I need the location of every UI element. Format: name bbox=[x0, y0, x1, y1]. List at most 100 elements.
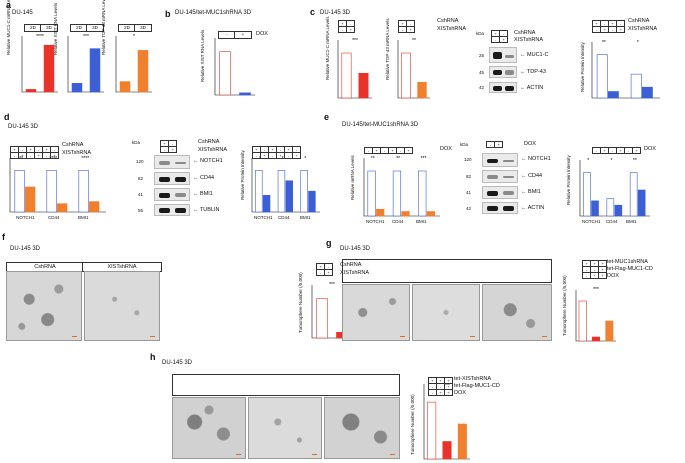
panel-c-title: DU-145 3D bbox=[320, 10, 351, 16]
axes-d2 bbox=[251, 158, 320, 213]
d1-gene-bmi1: BMI1 bbox=[78, 215, 89, 220]
d-prot-tublin: ← TUBLIN bbox=[193, 207, 220, 213]
c-blot-grid: + - - + bbox=[491, 30, 508, 43]
ylabel-g: Tumorsphere Number (/5,000) bbox=[562, 275, 567, 336]
bar-d-NOTCH1-0 bbox=[14, 170, 25, 213]
sig-g: *** bbox=[593, 287, 599, 293]
d-mw-41: 41 bbox=[138, 192, 144, 197]
g-row3: DOX bbox=[607, 273, 619, 279]
sig-d-0: * bbox=[259, 156, 261, 162]
blot-e-bmi1 bbox=[482, 186, 518, 199]
bar-c-XISTshRNA bbox=[417, 81, 427, 99]
a1-3d: 3D bbox=[40, 24, 58, 32]
chart-d-8: * * * bbox=[255, 156, 316, 213]
bar-h-2 bbox=[442, 441, 452, 460]
bar-b-+ bbox=[239, 92, 251, 96]
g-grid: + + + - - + - + + bbox=[582, 260, 607, 279]
e-mw-42: 42 bbox=[466, 206, 472, 211]
bar-a-2D bbox=[71, 83, 83, 93]
sig-e-1: ** bbox=[396, 156, 400, 162]
a3-3d: 3D bbox=[134, 24, 152, 32]
panel-letter-c: c bbox=[310, 7, 316, 17]
panel-g-title: DU-145 3D bbox=[340, 246, 371, 252]
h-row2: tet-Flag-MUC1-CD bbox=[454, 383, 500, 389]
bar-e-BMI1-1 bbox=[426, 211, 435, 217]
e-blot-grid: - + bbox=[486, 141, 503, 148]
d-csh: CshRNA bbox=[62, 142, 84, 148]
d1-gene-cd44: CD44 bbox=[48, 215, 60, 220]
ylabel-a3: Relative TDP-43 mRNA Levels bbox=[101, 0, 106, 55]
ylabel-c3: Relative Protein Intensity bbox=[580, 42, 585, 92]
c-mw-45: 45 bbox=[479, 70, 485, 75]
bar-b-- bbox=[219, 51, 231, 96]
c-prot-tdp43: ← TDP-43 bbox=[520, 69, 546, 75]
d-prot-bmi1: ← BMI1 bbox=[193, 191, 213, 197]
c-kda: kDa bbox=[476, 31, 485, 36]
sig-a: *** bbox=[83, 34, 89, 40]
bar-g-2 bbox=[592, 336, 600, 342]
panel-h-title: DU-145 3D bbox=[162, 360, 193, 366]
chart-a-0: **** bbox=[25, 34, 55, 93]
sig-d-2: **** bbox=[81, 156, 89, 162]
blot-d-bmi1 bbox=[154, 188, 190, 201]
blot-c-actin bbox=[489, 82, 517, 93]
bar-g-1 bbox=[578, 300, 587, 342]
axes-d1 bbox=[9, 158, 106, 213]
d-blot-grid: + - - + bbox=[160, 140, 177, 153]
panel-letter-a: a bbox=[6, 0, 12, 10]
chart-a-2: * bbox=[119, 34, 149, 93]
c-mw-25: 25 bbox=[479, 53, 485, 58]
chart-c-4: *** bbox=[341, 38, 369, 99]
blot-d-tublin bbox=[154, 204, 190, 216]
bar-c-MUC1-C-1 bbox=[607, 91, 619, 99]
bar-e-NOTCH1-1 bbox=[376, 208, 385, 217]
a2-3d: 3D bbox=[86, 24, 104, 32]
chart-a-1: *** bbox=[71, 34, 101, 93]
h-treatment-table bbox=[172, 374, 400, 396]
ylabel-a2: Relative XIST RNA Levels bbox=[53, 2, 58, 55]
sig-e-0: * bbox=[587, 158, 589, 164]
bar-e-BMI1-1 bbox=[637, 189, 646, 217]
d-prot-cd44: ← CD44 bbox=[193, 175, 215, 181]
bar-h-1 bbox=[427, 401, 437, 460]
c3-csh: CshRNA bbox=[628, 18, 650, 24]
ylabel-h: Tumorsphere Number (/5,000) bbox=[410, 394, 415, 455]
bar-c-XISTshRNA bbox=[358, 72, 369, 99]
panel-d-title: DU-145 3D bbox=[8, 124, 39, 130]
bar-c-TDP-43-0 bbox=[630, 73, 642, 99]
bar-c-MUC1-C-0 bbox=[596, 54, 608, 99]
d1-grid: + - + - + - - + - + - + bbox=[10, 146, 59, 159]
chart-c-5: ** bbox=[401, 38, 427, 99]
d2-grid: + - + - + - - + - + - + bbox=[252, 146, 301, 159]
chart-e-10: * * ** bbox=[583, 158, 646, 217]
f-micrograph-csh bbox=[6, 271, 82, 341]
d1-gene-notch1: NOTCH1 bbox=[16, 215, 35, 220]
ylabel-e1: Relative mRNA Levels bbox=[350, 155, 355, 200]
c-prot-actin: ← ACTIN bbox=[520, 85, 544, 91]
blot-d-cd44 bbox=[154, 172, 190, 185]
bar-h-3 bbox=[457, 423, 467, 460]
bar-e-CD44-0 bbox=[392, 170, 402, 217]
h-micrograph-2 bbox=[248, 397, 322, 459]
d2-gene-notch1: NOTCH1 bbox=[254, 215, 273, 220]
bar-d-CD44-0 bbox=[277, 170, 286, 213]
sig-a: * bbox=[133, 34, 135, 40]
e1-gene-cd44: CD44 bbox=[392, 219, 404, 224]
d2-gene-bmi1: BMI1 bbox=[300, 215, 311, 220]
h-grid: + + + - - + - + + bbox=[428, 377, 453, 396]
sig-e-2: ** bbox=[633, 158, 637, 164]
sig-f: *** bbox=[329, 282, 335, 288]
sig-e-0: ** bbox=[371, 156, 375, 162]
ylabel-d2: Relative Protein Intensity bbox=[240, 150, 245, 200]
e-mw-41: 41 bbox=[466, 190, 472, 195]
blot-d-notch1 bbox=[154, 155, 190, 169]
sig-c: *** bbox=[352, 38, 358, 44]
chart-c-6: ** * bbox=[596, 40, 653, 99]
axes-g bbox=[575, 290, 616, 342]
bar-e-NOTCH1-0 bbox=[367, 170, 376, 217]
g-micrograph-2 bbox=[412, 284, 480, 341]
bar-c-TDP-43-1 bbox=[641, 86, 653, 99]
e-kda: kDa bbox=[460, 142, 469, 147]
c-mw-42: 42 bbox=[479, 85, 485, 90]
ylabel-c1: Relative MUC1-C mRNA Levels bbox=[325, 16, 330, 80]
